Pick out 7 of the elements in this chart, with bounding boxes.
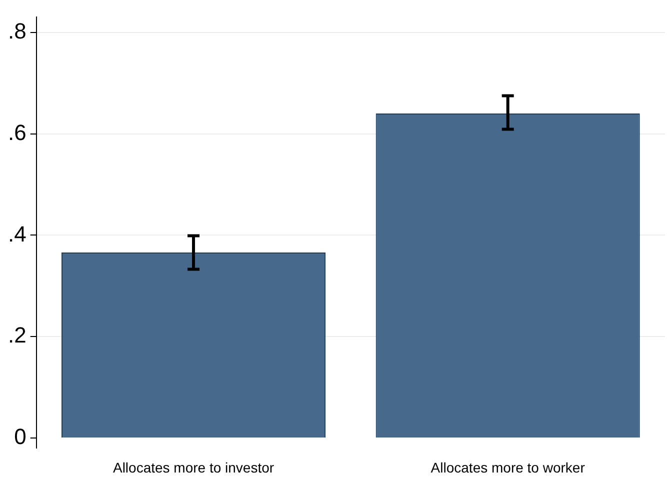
y-tick-label: .6 [8, 120, 26, 145]
y-tick-label: .2 [8, 322, 26, 348]
y-tick-label: .8 [8, 18, 26, 44]
x-tick-label: Allocates more to investor [112, 459, 274, 476]
y-tick-label: .4 [8, 221, 26, 246]
y-tick-label: 0 [14, 424, 26, 450]
x-tick-label: Allocates more to worker [430, 459, 586, 476]
